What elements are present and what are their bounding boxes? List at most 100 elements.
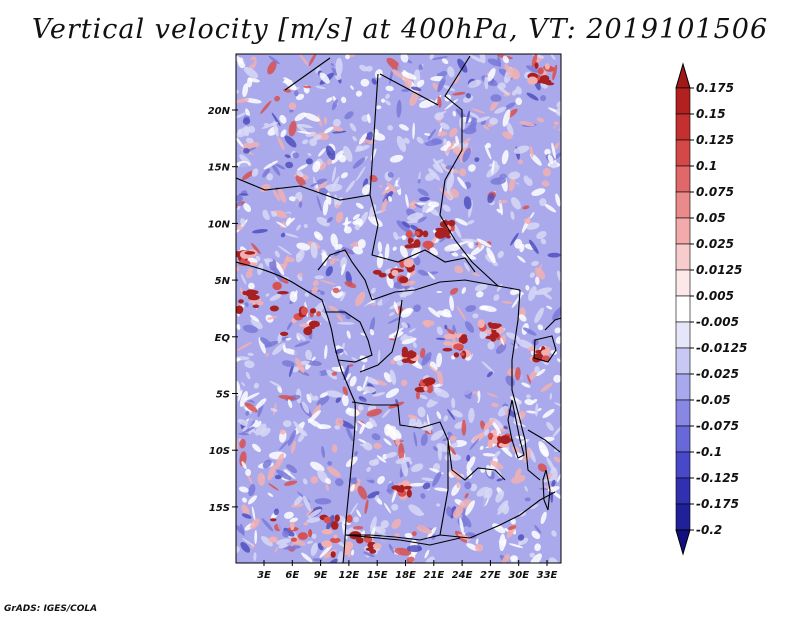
field-speck <box>437 96 442 108</box>
field-speck <box>374 495 379 501</box>
field-speck <box>289 109 294 113</box>
field-speck <box>239 287 245 298</box>
field-speck <box>504 409 509 416</box>
field-speck <box>519 121 535 127</box>
colorbar-swatch <box>675 87 691 115</box>
field-speck <box>303 112 320 122</box>
field-speck <box>322 199 329 216</box>
colorbar-label: -0.005 <box>696 315 739 329</box>
field-speck <box>377 241 383 253</box>
field-speck <box>274 474 282 480</box>
convective-cell <box>414 386 427 393</box>
field-speck <box>504 528 509 532</box>
field-speck <box>448 453 462 461</box>
field-speck <box>357 485 368 500</box>
field-speck <box>513 145 530 154</box>
field-speck <box>383 372 392 383</box>
field-speck <box>491 419 502 435</box>
field-speck <box>387 316 402 324</box>
field-speck <box>551 530 557 537</box>
field-speck <box>359 64 368 72</box>
field-speck <box>546 305 553 310</box>
convective-cell <box>541 349 551 356</box>
field-speck <box>330 233 339 248</box>
field-speck <box>428 307 441 318</box>
field-speck <box>268 143 278 155</box>
field-speck <box>542 167 551 177</box>
field-speck <box>441 58 449 65</box>
border-algeria-niger <box>236 73 379 201</box>
field-speck <box>514 238 523 249</box>
convective-cell <box>244 251 256 255</box>
field-speck <box>466 110 470 124</box>
field-speck <box>529 552 535 558</box>
convective-cell <box>541 355 550 362</box>
field-speck <box>486 247 496 264</box>
field-speck <box>242 170 254 181</box>
convective-cell <box>223 303 232 306</box>
field-speck <box>478 497 488 512</box>
field-speck <box>552 64 558 81</box>
convective-cell <box>269 305 279 312</box>
field-speck <box>550 54 556 60</box>
colorbar-label: -0.175 <box>696 497 739 511</box>
field-speck <box>340 291 346 302</box>
field-speck <box>497 56 502 68</box>
field-speck <box>241 504 250 516</box>
field-speck <box>369 417 377 428</box>
field-speck <box>296 170 304 178</box>
field-speck <box>472 431 488 442</box>
colorbar-swatch <box>675 425 691 453</box>
field-speck <box>489 99 499 112</box>
field-speck <box>343 349 348 356</box>
field-speck <box>456 305 467 321</box>
field-speck <box>280 57 290 71</box>
field-speck <box>337 321 355 325</box>
field-speck <box>350 484 355 492</box>
field-speck <box>380 98 386 103</box>
field-speck <box>252 228 268 234</box>
convective-cell <box>413 239 421 248</box>
convective-cell <box>372 543 382 549</box>
field-speck <box>270 162 281 176</box>
field-speck <box>352 157 366 169</box>
field-speck <box>437 76 446 93</box>
field-speck <box>421 477 435 482</box>
field-speck <box>343 145 353 162</box>
field-speck <box>313 395 319 401</box>
convective-cell <box>257 301 264 306</box>
field-speck <box>524 497 531 502</box>
field-speck <box>535 403 539 417</box>
convective-cell <box>330 551 336 558</box>
field-speck <box>518 159 524 165</box>
field-speck <box>387 195 393 202</box>
colorbar-label: 0.15 <box>696 107 726 121</box>
field-speck <box>312 371 321 381</box>
field-speck <box>367 113 371 124</box>
field-speck <box>386 57 401 71</box>
field-speck <box>280 129 287 138</box>
colorbar-swatch <box>675 347 691 375</box>
field-speck <box>277 187 287 204</box>
field-speck <box>261 535 273 547</box>
convective-cell <box>300 306 308 316</box>
field-speck <box>360 99 368 106</box>
field-speck <box>272 189 281 202</box>
field-speck <box>449 468 463 480</box>
field-speck <box>495 490 505 503</box>
field-speck <box>355 291 366 307</box>
field-speck <box>486 371 493 378</box>
border-sahara-north <box>284 55 471 150</box>
field-speck <box>346 426 354 442</box>
field-speck <box>389 369 397 385</box>
field-speck <box>411 531 417 537</box>
field-speck <box>358 473 377 481</box>
field-speck <box>404 287 415 296</box>
field-speck <box>331 99 338 111</box>
field-speck <box>297 130 312 134</box>
field-speck <box>240 523 245 536</box>
field-speck <box>483 493 491 500</box>
field-speck <box>409 482 425 487</box>
border-congo-drc <box>359 279 499 373</box>
field-speck <box>325 477 332 485</box>
